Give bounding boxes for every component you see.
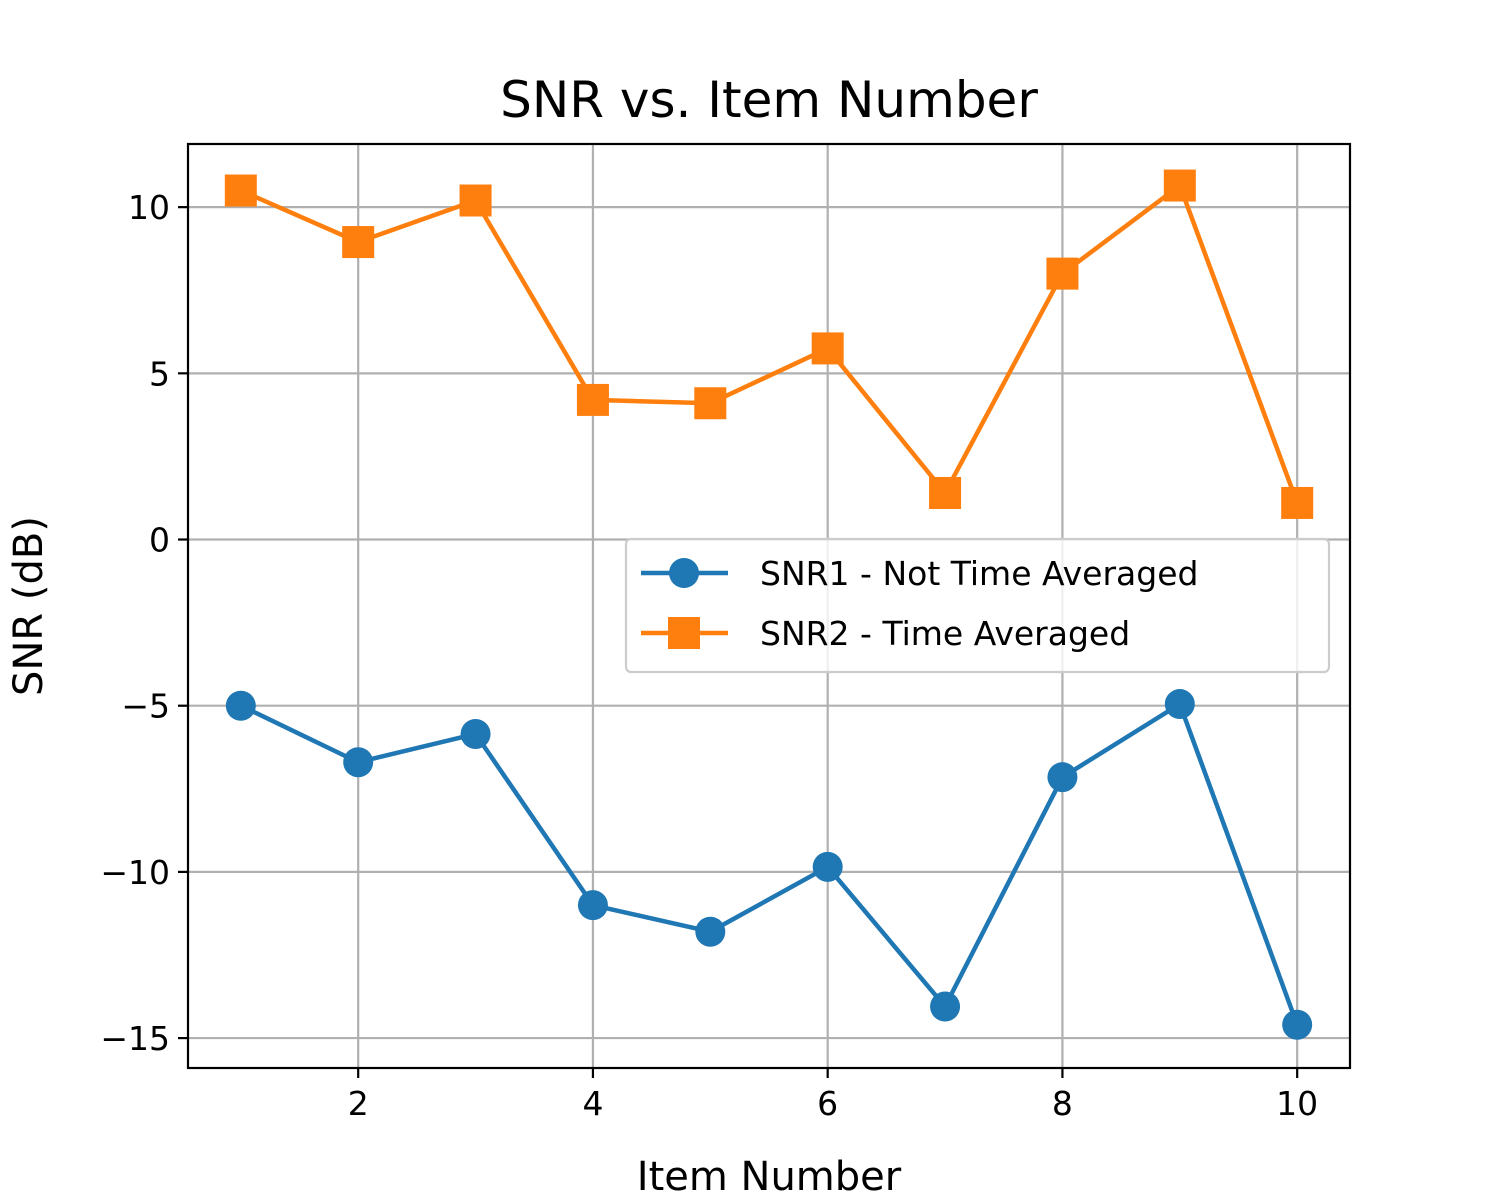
legend-marker — [669, 558, 699, 588]
data-point — [576, 383, 609, 416]
data-point — [224, 174, 257, 207]
data-point — [1164, 689, 1195, 720]
x-tick-label: 10 — [1276, 1084, 1318, 1123]
y-tick-label: 10 — [128, 188, 170, 227]
data-point — [577, 890, 608, 921]
legend-marker — [668, 617, 700, 649]
data-point — [343, 747, 374, 778]
x-tick-label: 6 — [817, 1084, 838, 1123]
data-point — [1046, 257, 1079, 290]
data-point — [1282, 1009, 1313, 1040]
legend-label: SNR1 - Not Time Averaged — [760, 554, 1198, 593]
x-tick-label: 8 — [1052, 1084, 1073, 1123]
y-tick-label: 0 — [149, 521, 170, 560]
legend-entry: SNR2 - Time Averaged — [641, 614, 1130, 653]
series-layer — [224, 169, 1314, 1040]
axis-ticks: 2 4 6 8 10 10 5 0 −5 −10 −15 — [100, 188, 1318, 1123]
series-line — [239, 183, 1300, 504]
data-point — [225, 690, 256, 721]
series-line — [239, 701, 1300, 1026]
chart-title: SNR vs. Item Number — [500, 71, 1038, 129]
y-tick-label: 5 — [149, 354, 170, 393]
data-point — [930, 991, 961, 1022]
x-tick-label: 4 — [582, 1084, 603, 1123]
legend-box — [624, 537, 1331, 674]
data-point — [695, 916, 726, 947]
data-point — [1163, 169, 1196, 202]
data-point — [1281, 486, 1314, 519]
data-point — [1047, 762, 1078, 793]
x-tick-label: 2 — [348, 1084, 369, 1123]
y-tick-label: −15 — [100, 1019, 170, 1058]
plot-frame — [186, 142, 1352, 1070]
series-2 — [224, 169, 1314, 519]
data-point — [811, 332, 844, 365]
data-point — [459, 184, 492, 217]
y-tick-label: −10 — [100, 853, 170, 892]
legend-entry: SNR1 - Not Time Averaged — [641, 554, 1198, 593]
data-point — [929, 476, 962, 509]
series-1 — [225, 689, 1313, 1040]
data-point — [694, 387, 727, 420]
data-point — [812, 851, 843, 882]
data-point — [460, 718, 491, 749]
data-point — [342, 226, 375, 259]
x-axis-label: Item Number — [637, 1154, 902, 1200]
legend: SNR1 - Not Time Averaged SNR2 - Time Aver… — [624, 537, 1331, 674]
legend-label: SNR2 - Time Averaged — [760, 614, 1130, 653]
y-tick-label: −5 — [121, 687, 170, 726]
y-axis-label: SNR (dB) — [6, 516, 52, 696]
